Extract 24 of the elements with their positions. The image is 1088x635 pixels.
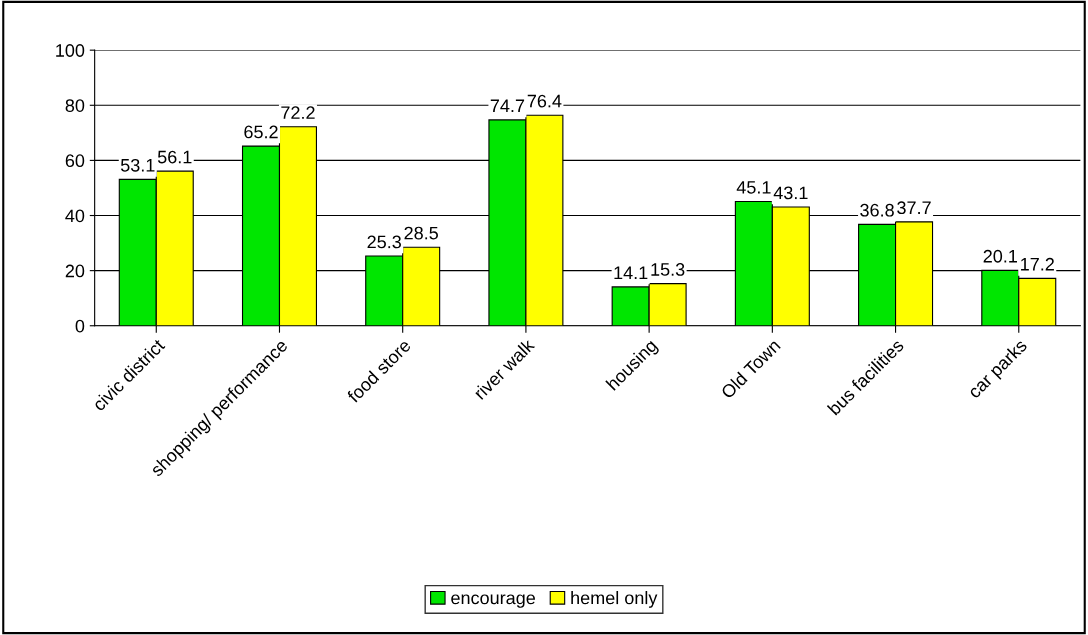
data-label: 15.3 (651, 263, 685, 276)
data-label: 37.7 (897, 201, 931, 215)
legend-label: encourage (451, 594, 535, 608)
data-label: 53.1 (120, 158, 155, 172)
y-tick-label: 60 (65, 154, 85, 168)
data-label: 43.1 (773, 186, 808, 200)
data-label: 72.2 (281, 106, 315, 119)
y-tick-label: 0 (75, 319, 85, 333)
data-label: 36.8 (860, 203, 894, 217)
y-tick-label: 20 (65, 264, 85, 278)
y-tick-label: 100 (56, 44, 85, 57)
data-label: 28.5 (404, 226, 438, 240)
legend-label: hemel only (571, 591, 658, 608)
data-label: 25.3 (367, 235, 401, 249)
data-label: 76.4 (527, 94, 562, 108)
data-label: 74.7 (490, 99, 525, 112)
data-label: 17.2 (1021, 257, 1054, 271)
data-label: 56.1 (157, 150, 192, 164)
data-label: 45.1 (736, 181, 771, 194)
data-label: 65.2 (244, 125, 278, 139)
y-tick-label: 80 (65, 99, 85, 112)
data-label: 14.1 (614, 266, 648, 279)
y-tick-label: 40 (65, 209, 85, 223)
data-label: 20.1 (983, 249, 1017, 263)
